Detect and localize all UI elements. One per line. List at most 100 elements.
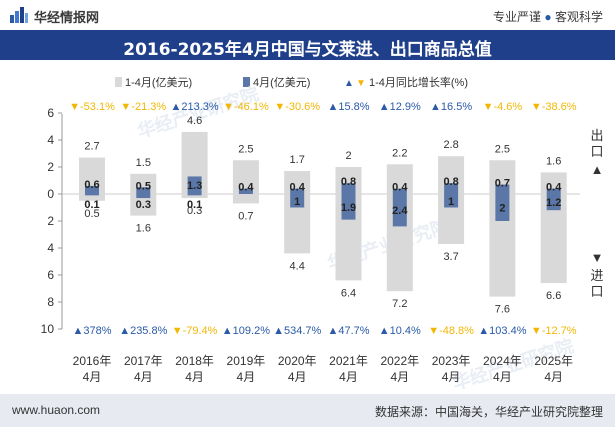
chart-title: 2016-2025年4月中国与文莱进、出口商品总值 [123, 40, 492, 60]
import-arrow-icon: ▼ [591, 250, 604, 265]
x-tick-label-month: 4月 [339, 370, 358, 384]
growth-labels: ▼-53.1% ▲378% ▼-21.3% ▲235.8% ▲213.3% ▼-79.4%… [69, 101, 577, 337]
x-tick-label-year: 2023年 [432, 354, 471, 368]
x-tick-label-year: 2016年 [73, 354, 112, 368]
export-month-bar [495, 184, 510, 194]
x-tick-label-year: 2020年 [278, 354, 317, 368]
huajing-logo-icon [10, 7, 28, 23]
export-growth-label: ▼-38.6% [531, 101, 577, 113]
x-tick-label-year: 2024年 [483, 354, 522, 368]
legend-up-marker: ▲ [344, 78, 354, 89]
slogan-a: 专业严谨 [493, 10, 542, 24]
x-tick-label-month: 4月 [544, 370, 563, 384]
x-tick-label-year: 2021年 [329, 354, 368, 368]
import-month-label: 1.2 [546, 197, 561, 209]
export-cumulative-label: 1.6 [546, 155, 561, 167]
import-month-label: 0.1 [187, 199, 202, 211]
import-growth-label: ▲103.4% [478, 325, 526, 337]
export-cumulative-label: 2.5 [238, 143, 253, 155]
import-growth-label: ▲235.8% [119, 325, 167, 337]
x-tick-label-month: 4月 [493, 370, 512, 384]
x-tick-label-month: 4月 [237, 370, 256, 384]
export-month-bar [290, 188, 305, 194]
import-cumulative-bar [130, 194, 157, 216]
export-growth-label: ▼-21.3% [120, 101, 166, 113]
import-cumulative-label: 0.5 [84, 208, 99, 220]
export-arrow-icon: ▲ [591, 162, 604, 177]
y-tick-label: 4 [47, 241, 54, 255]
export-cumulative-label: 1.7 [290, 154, 305, 166]
import-cumulative-label: 0.7 [238, 210, 253, 222]
x-tick-label-month: 4月 [134, 370, 153, 384]
export-cumulative-label: 2 [345, 150, 351, 162]
slogan-separator: ● [544, 10, 552, 24]
import-cumulative-label: 4.4 [290, 260, 305, 272]
import-side-char-2: 口 [590, 284, 603, 299]
export-month-label: 0.4 [238, 182, 254, 194]
export-month-label: 0.8 [341, 176, 356, 188]
export-cumulative-label: 1.5 [136, 157, 151, 169]
y-tick-label: 0 [47, 187, 54, 201]
x-tick-label-month: 4月 [83, 370, 102, 384]
export-growth-label: ▲15.8% [327, 101, 369, 113]
import-cumulative-label: 7.6 [495, 304, 510, 316]
import-month-bar [495, 194, 510, 221]
brand-name: 华经情报网 [34, 10, 100, 25]
export-month-label: 0.4 [290, 182, 306, 194]
legend-down-marker: ▼ [356, 78, 366, 89]
import-month-bar [136, 194, 151, 199]
export-month-bar [444, 183, 459, 194]
y-tick-label: 4 [47, 133, 54, 147]
export-month-label: 1.3 [187, 180, 202, 192]
import-month-bar [444, 194, 459, 208]
export-growth-label: ▲12.9% [379, 101, 421, 113]
import-cumulative-bar [79, 194, 105, 201]
import-month-label: 1.9 [341, 202, 356, 214]
import-month-label: 2.4 [392, 205, 408, 217]
import-month-bar [341, 194, 356, 220]
import-cumulative-bar [181, 194, 208, 199]
import-cumulative-label: 3.7 [443, 251, 458, 263]
side-labels: 出 口 ▲ ▼ 进 口 [590, 128, 603, 299]
import-cumulative-label: 6.6 [546, 290, 561, 302]
export-growth-label: ▲16.5% [430, 101, 472, 113]
legend-swatch-cumulative [115, 77, 122, 87]
x-tick-label-month: 4月 [185, 370, 204, 384]
import-month-bar [290, 194, 305, 208]
footer-url: www.huaon.com [12, 403, 101, 417]
export-month-label: 0.8 [443, 176, 458, 188]
export-month-bar [136, 187, 151, 194]
export-month-bar [546, 188, 561, 194]
import-growth-label: ▼-79.4% [172, 325, 218, 337]
import-month-bar [85, 194, 99, 196]
y-tick-label: 8 [47, 295, 54, 309]
x-axis: 2016年 4月 2017年 4月 2018年 4月 2019年 4月 2020年 4月 2021年… [73, 354, 573, 384]
import-month-label: 0.1 [84, 199, 99, 211]
import-growth-label: ▲109.2% [222, 325, 270, 337]
y-tick-label: 6 [47, 106, 54, 120]
export-month-label: 0.4 [546, 182, 562, 194]
x-tick-label-year: 2025年 [534, 354, 573, 368]
import-cumulative-label: 6.4 [341, 287, 356, 299]
import-month-bar [546, 194, 561, 211]
export-month-bar [187, 176, 202, 194]
x-tick-label-year: 2017年 [124, 354, 163, 368]
import-growth-label: ▼-12.7% [531, 325, 577, 337]
slogan: 专业严谨 ● 客观科学 [493, 8, 603, 25]
export-month-bar [238, 188, 253, 194]
import-cumulative-bar [232, 194, 259, 204]
legend-swatch-month [243, 77, 250, 87]
import-side-char-1: 进 [590, 268, 603, 283]
import-growth-label: ▲534.7% [273, 325, 321, 337]
export-month-label: 0.6 [84, 179, 99, 191]
export-cumulative-label: 2.2 [392, 147, 407, 159]
export-growth-label: ▼-46.1% [223, 101, 269, 113]
import-growth-label: ▲378% [72, 325, 111, 337]
import-month-label: 1 [294, 196, 300, 208]
import-growth-label: ▼-48.8% [428, 325, 474, 337]
legend-label-growth: 1-4月同比增长率(%) [369, 75, 468, 89]
import-cumulative-label: 7.2 [392, 298, 407, 310]
export-cumulative-bar [232, 160, 259, 194]
x-tick-label-month: 4月 [288, 370, 307, 384]
export-month-label: 0.7 [495, 178, 510, 190]
